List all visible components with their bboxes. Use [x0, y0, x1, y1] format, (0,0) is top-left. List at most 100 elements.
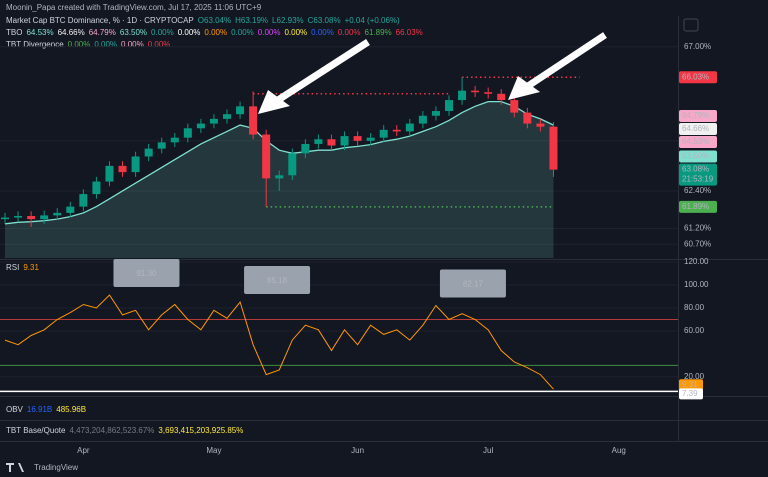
y-tick-label: 120.00	[684, 257, 709, 266]
legend-value: 64.66%	[58, 28, 85, 37]
price-tag-label: 64.53%	[682, 137, 709, 146]
candle-body	[236, 106, 245, 115]
candle-body	[471, 90, 480, 93]
legend-value: C63.08%	[308, 16, 341, 25]
price-tag	[679, 136, 717, 149]
x-tick-label: Jun	[351, 446, 364, 455]
y-tick-label: 20.00	[684, 372, 705, 381]
candle-body	[183, 128, 192, 138]
rsi-tag-label: 7.39	[682, 389, 698, 398]
candle-body	[131, 156, 140, 173]
annotation-label: 82.17	[463, 280, 484, 289]
trend-line	[4, 100, 554, 225]
annotation-box	[244, 266, 311, 295]
candle-body	[327, 139, 336, 146]
candle-body	[1, 217, 9, 220]
y-tick-label: 67.00%	[684, 42, 711, 51]
candle-body	[340, 136, 349, 146]
x-tick-label: Aug	[612, 446, 626, 455]
legend: OBV 16.91B 485.96B	[6, 405, 86, 414]
y-tick-label: 61.20%	[684, 224, 711, 233]
candle-body	[275, 175, 284, 179]
legend-value: 61.89%	[365, 28, 392, 37]
candle-body	[431, 111, 440, 116]
rsi-tag	[679, 388, 703, 400]
legend: TBT Base/Quote 4,473,204,862,523.67% 3,693…	[6, 426, 243, 435]
candle-body	[549, 126, 558, 170]
price-tag-label: 66.03%	[682, 72, 709, 81]
legend-value: 66.03%	[396, 28, 423, 37]
legend-value: 0.00%	[311, 28, 334, 37]
candle-body	[314, 139, 323, 144]
candle-body	[223, 114, 231, 119]
price-tag-label: 61.89%	[682, 202, 709, 211]
y-tick-label: 60.70%	[684, 239, 711, 248]
legend-value: 64.53%	[26, 28, 53, 37]
candle-body	[523, 112, 532, 124]
price-tag-label: 63.08%	[682, 165, 709, 174]
price-tag-label: 63.50%	[682, 152, 709, 161]
candle-body	[353, 136, 362, 141]
legend: TBT Divergence 0.00% 0.00% 0.00% 0.00%	[6, 40, 170, 49]
candle-body	[92, 181, 101, 195]
legend-title: TBT Divergence	[6, 40, 64, 49]
candle-body	[40, 215, 49, 220]
candle-body	[118, 165, 127, 173]
x-tick-label: Jul	[483, 446, 493, 455]
candle-body	[105, 165, 114, 182]
annotation-label: 85.18	[267, 276, 288, 285]
legend-value: 0.00%	[204, 28, 227, 37]
annotation-box	[439, 269, 506, 298]
candle-body	[458, 90, 467, 101]
y-tick-label: 60.00	[684, 326, 705, 335]
candle-body	[405, 123, 414, 132]
y-tick-label: 62.40%	[684, 186, 711, 195]
price-tag	[679, 123, 717, 136]
legend-value: H63.19%	[235, 16, 268, 25]
candle-body	[366, 137, 375, 141]
price-tag	[679, 110, 717, 123]
plot: Market Cap BTC Dominance, % · 1D · CRYPT…	[0, 16, 717, 455]
legend-value: 4,473,204,862,523.67%	[69, 426, 154, 435]
legend-title: TBO	[6, 28, 22, 37]
candle-body	[144, 148, 153, 157]
legend-value: O63.04%	[198, 16, 231, 25]
legend-value: 0.00%	[148, 40, 171, 49]
candle-body	[262, 134, 271, 179]
candle-body	[288, 153, 297, 176]
y-tick-label: 100.00	[684, 280, 709, 289]
legend-value: 0.00%	[231, 28, 254, 37]
scale-button[interactable]	[683, 18, 699, 32]
legend-title: RSI	[6, 263, 19, 272]
arrow	[276, 39, 370, 103]
legend-value: 0.00%	[178, 28, 201, 37]
legend-value: +0.04 (+0.06%)	[345, 16, 400, 25]
candle-body	[510, 100, 519, 113]
candle-body	[53, 212, 62, 216]
legend-value: 0.00%	[68, 40, 91, 49]
candle-body	[536, 123, 545, 127]
logo-icon	[6, 463, 24, 472]
legend-value: L62.93%	[272, 16, 304, 25]
legend-value: 0.00%	[94, 40, 117, 49]
legend: TBO 64.53% 64.66% 64.79% 63.50% 0.00% 0.00% 0.0…	[6, 28, 423, 37]
legend: RSI 9.31	[6, 263, 39, 272]
candle-body	[196, 123, 205, 129]
candle-body	[484, 92, 493, 94]
candle-body	[209, 118, 218, 124]
candle-body	[14, 216, 23, 218]
candle-body	[418, 115, 427, 124]
arrow	[526, 32, 607, 89]
legend-value: 0.00%	[338, 28, 361, 37]
price-tag	[679, 71, 717, 84]
price-tag	[679, 163, 717, 186]
candle-body	[79, 194, 88, 207]
legend-value: 64.79%	[89, 28, 116, 37]
candle-body	[379, 129, 388, 138]
candle-body	[249, 106, 258, 135]
legend-value: 0.00%	[151, 28, 174, 37]
price-tag-label: 64.66%	[682, 124, 709, 133]
